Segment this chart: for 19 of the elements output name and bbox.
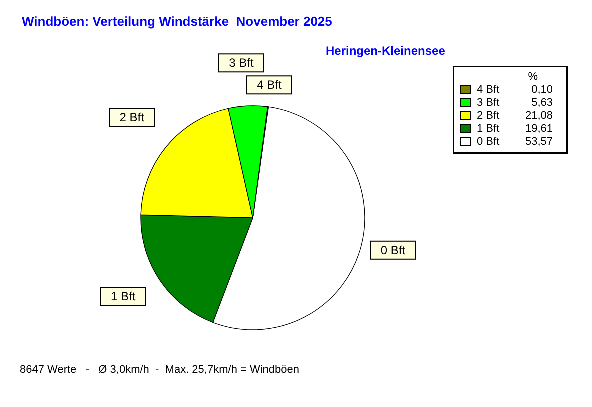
slice-label: 2 Bft xyxy=(120,110,146,125)
text: 8647 Werte - Ø 3,0km/h - Max. 25,7km/h = Windböen xyxy=(20,364,300,376)
slice-label: 1 Bft xyxy=(111,290,136,304)
legend-label: 4 Bft xyxy=(477,84,501,96)
data-label: 53,57 xyxy=(524,136,553,148)
slice-label: 4 Bft xyxy=(257,78,282,92)
legend-label: 2 Bft xyxy=(477,110,501,122)
legend-label: 0 Bft xyxy=(477,136,501,148)
data-label: 21,08 xyxy=(524,110,553,122)
data-label: 0,10 xyxy=(530,84,553,96)
data-label: 5,63 xyxy=(530,96,553,108)
legend-label: 3 Bft xyxy=(477,96,501,108)
data-label: 19,61 xyxy=(524,122,553,134)
slice-label: 3 Bft xyxy=(229,56,254,70)
chart-subtitle: Heringen-Kleinensee xyxy=(326,44,446,58)
legend-label: 1 Bft xyxy=(477,122,501,134)
chart-title: Windböen: Verteilung Windstärke November 2025 xyxy=(22,14,332,29)
legend-title: % xyxy=(527,71,539,83)
slice-label: 0 Bft xyxy=(380,243,406,258)
